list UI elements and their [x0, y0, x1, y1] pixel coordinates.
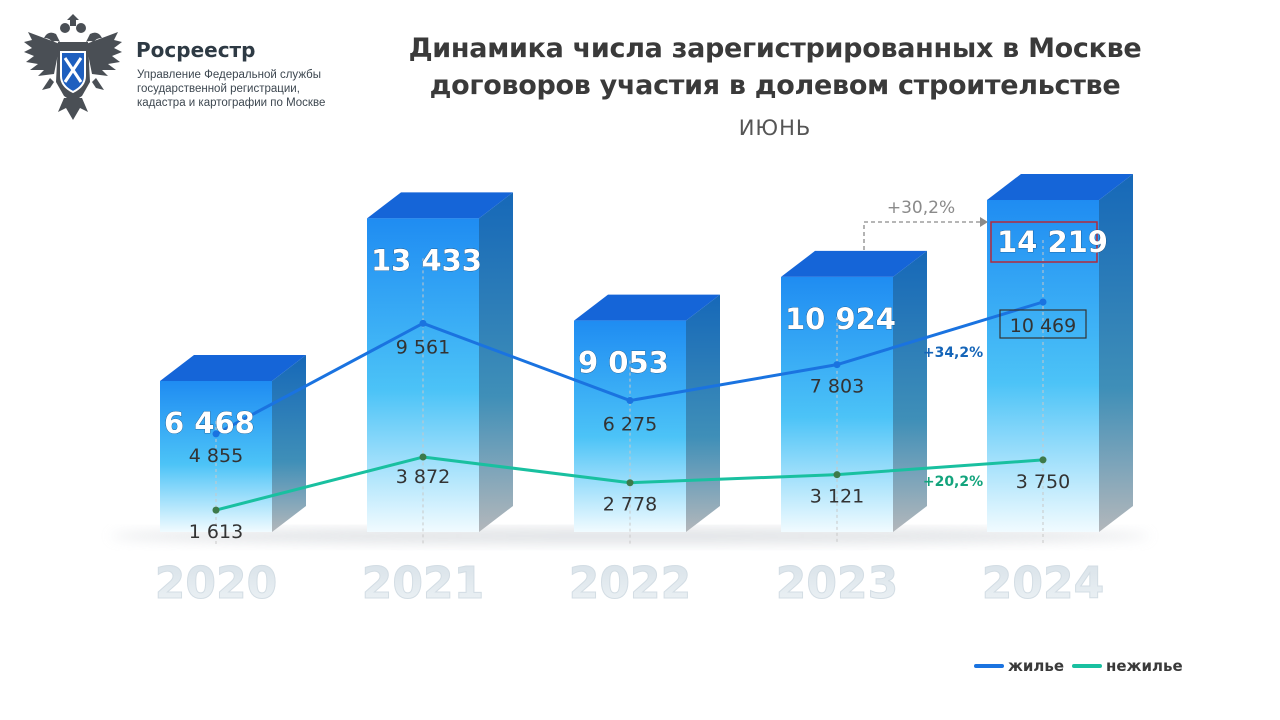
growth-arrow-head — [980, 217, 988, 227]
residential-value-label: 7 803 — [810, 376, 864, 398]
brand-subtitle: Управление Федеральной службы государств… — [137, 68, 367, 110]
x-tick-label: 2023 — [776, 558, 898, 609]
legend-swatch-residential — [974, 664, 1004, 668]
residential-value-label: 10 469 — [1010, 315, 1076, 337]
nonresidential-point — [212, 506, 220, 514]
bar-side — [272, 354, 306, 532]
residential-point — [1039, 298, 1047, 306]
total-highlight-box — [990, 221, 1098, 263]
nonresidential-point — [1039, 456, 1047, 464]
bar-total-label: 9 053 — [578, 346, 669, 380]
legend-label-residential: жилье — [1008, 657, 1065, 675]
chart-title-line: договоров участия в долевом строительств… — [429, 70, 1121, 101]
nonresidential-value-label: 2 778 — [603, 494, 657, 516]
residential-highlight-box — [999, 309, 1087, 339]
bar-top — [574, 294, 720, 321]
residential-point — [833, 361, 841, 369]
brand-subtitle-line: государственной регистрации, — [137, 83, 300, 95]
brand-subtitle-line: Управление Федеральной службы — [137, 69, 321, 81]
legend-item-nonresidential: нежилье — [1072, 656, 1183, 676]
nonresidential-point — [419, 453, 427, 461]
residential-point — [419, 319, 427, 327]
bar-top — [781, 250, 927, 277]
nonresidential-growth-annotation: +20,2% — [923, 474, 983, 490]
x-tick-label: 2022 — [569, 558, 691, 609]
header-logo: Росреестр Управление Федеральной службы … — [18, 12, 358, 127]
residential-point — [212, 430, 220, 438]
chart-subtitle-period: ИЮНЬ — [738, 116, 812, 140]
residential-value-label: 9 561 — [396, 336, 450, 358]
growth-arrow-line — [863, 221, 980, 250]
nonresidential-value-label: 3 872 — [396, 466, 450, 488]
residential-point — [626, 397, 634, 405]
nonresidential-value-label: 1 613 — [189, 521, 243, 543]
bar-top — [160, 354, 306, 381]
nonresidential-value-label: 3 121 — [810, 486, 864, 508]
chart-title: Динамика числа зарегистрированных в Моск… — [360, 30, 1190, 104]
bar-side — [1099, 174, 1133, 532]
x-tick-label: 2021 — [362, 558, 484, 609]
nonresidential-point — [626, 479, 634, 487]
bar-side — [479, 192, 513, 532]
legend-item-residential: жилье — [974, 656, 1064, 676]
x-tick-label: 2020 — [155, 558, 277, 609]
bar-top — [987, 174, 1133, 200]
total-growth-annotation: +30,2% — [887, 198, 955, 218]
bar — [574, 320, 686, 532]
residential-value-label: 4 855 — [189, 445, 243, 467]
bar-total-label: 10 924 — [785, 302, 896, 336]
x-tick-label: 2024 — [982, 558, 1104, 609]
residential-growth-annotation: +34,2% — [923, 345, 983, 361]
legend-label-nonresidential: нежилье — [1106, 657, 1183, 675]
bar-top — [367, 192, 513, 219]
brand-name: Росреестр — [136, 38, 256, 62]
rosreestr-eagle-emblem-icon — [24, 14, 122, 120]
bar-side — [893, 250, 927, 532]
legend-swatch-nonresidential — [1072, 664, 1102, 668]
bar-total-label: 13 433 — [371, 243, 482, 277]
nonresidential-point — [833, 471, 841, 479]
bar-side — [686, 294, 720, 532]
bar-total-label: 14 219 — [997, 225, 1108, 259]
nonresidential-value-label: 3 750 — [1016, 471, 1070, 493]
brand-subtitle-line: кадастра и картографии по Москве — [137, 97, 326, 109]
bar-total-label: 6 468 — [164, 406, 255, 440]
residential-value-label: 6 275 — [603, 414, 657, 436]
chart-title-line: Динамика числа зарегистрированных в Моск… — [408, 33, 1142, 64]
